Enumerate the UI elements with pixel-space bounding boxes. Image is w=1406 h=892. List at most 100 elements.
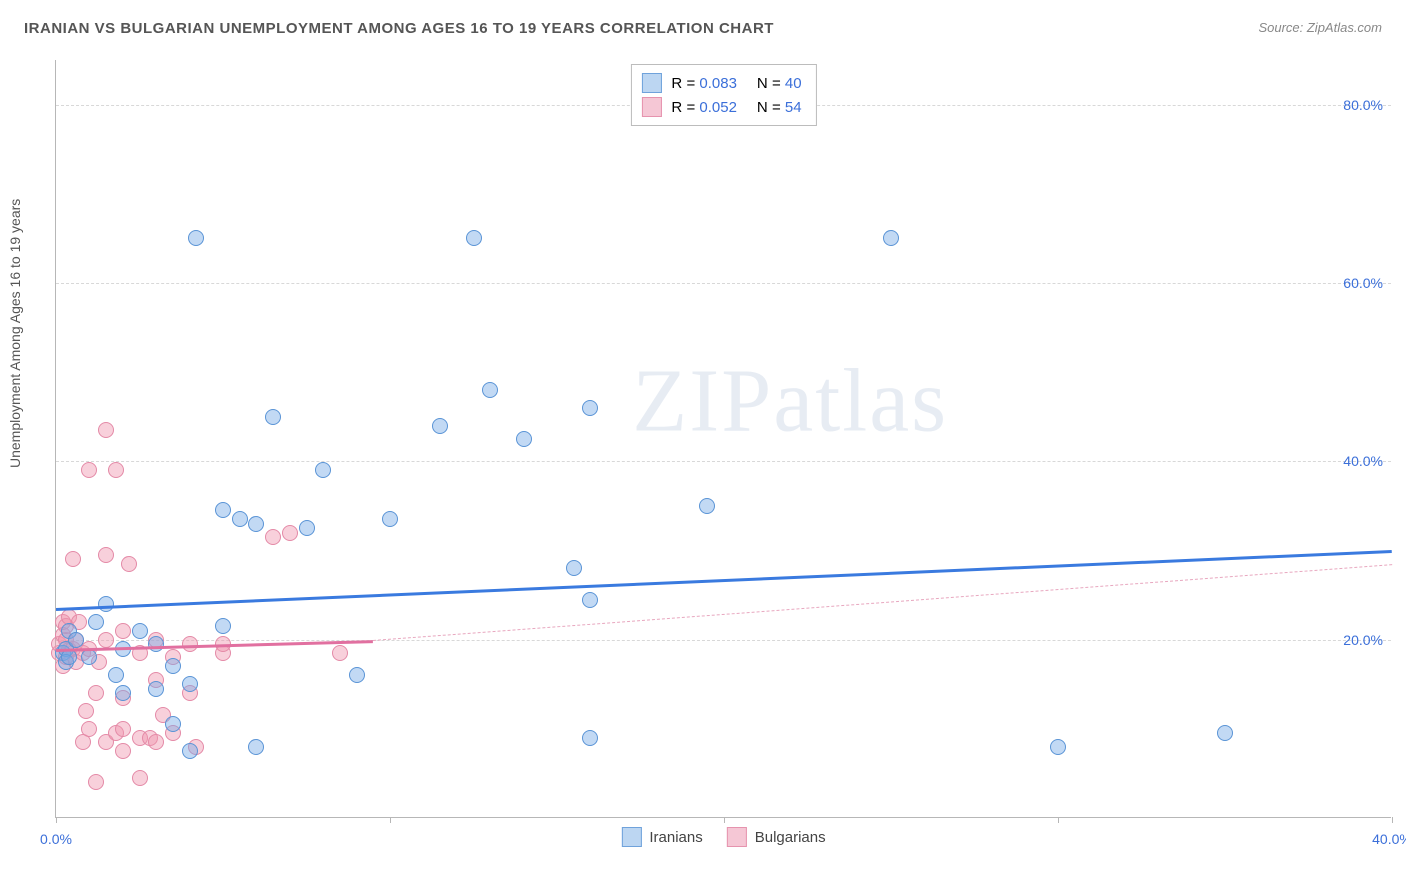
scatter-point <box>98 547 114 563</box>
x-tick-label: 40.0% <box>1372 831 1406 847</box>
r-value: 0.083 <box>699 75 737 92</box>
scatter-point <box>215 618 231 634</box>
scatter-point <box>65 551 81 567</box>
scatter-point <box>115 743 131 759</box>
scatter-point <box>1217 725 1233 741</box>
r-stat-bulgarians: R = 0.052 <box>671 99 737 116</box>
scatter-point <box>132 623 148 639</box>
eq-sign: = <box>772 75 781 92</box>
series-name-bulgarians: Bulgarians <box>755 829 826 846</box>
scatter-point <box>582 730 598 746</box>
scatter-point <box>121 556 137 572</box>
scatter-point <box>78 703 94 719</box>
scatter-point <box>232 511 248 527</box>
legend-item-iranians: Iranians <box>621 827 702 847</box>
scatter-point <box>349 667 365 683</box>
trendline-extrapolated <box>373 564 1392 641</box>
scatter-point <box>315 462 331 478</box>
scatter-point <box>248 739 264 755</box>
watermark-thin: atlas <box>773 351 948 450</box>
x-tick-label: 0.0% <box>40 831 72 847</box>
y-axis-label: Unemployment Among Ages 16 to 19 years <box>7 199 23 468</box>
scatter-point <box>61 649 77 665</box>
scatter-point <box>265 529 281 545</box>
scatter-point <box>215 502 231 518</box>
scatter-point <box>148 681 164 697</box>
n-stat-iranians: N = 40 <box>757 75 802 92</box>
n-label: N <box>757 99 768 116</box>
scatter-point <box>88 614 104 630</box>
n-label: N <box>757 75 768 92</box>
scatter-point <box>466 230 482 246</box>
scatter-point <box>115 721 131 737</box>
scatter-point <box>81 721 97 737</box>
scatter-point <box>182 743 198 759</box>
gridline-h <box>56 640 1391 641</box>
scatter-point <box>98 596 114 612</box>
scatter-point <box>248 516 264 532</box>
scatter-point <box>132 770 148 786</box>
scatter-point <box>108 667 124 683</box>
scatter-point <box>582 400 598 416</box>
scatter-point <box>115 623 131 639</box>
x-tick <box>1058 817 1059 823</box>
scatter-point <box>482 382 498 398</box>
scatter-point <box>148 734 164 750</box>
scatter-point <box>516 431 532 447</box>
y-tick-label: 60.0% <box>1343 275 1383 291</box>
n-stat-bulgarians: N = 54 <box>757 99 802 116</box>
watermark: ZIPatlas <box>632 349 948 452</box>
gridline-h <box>56 461 1391 462</box>
r-value: 0.052 <box>699 99 737 116</box>
r-label: R <box>671 99 682 116</box>
r-label: R <box>671 75 682 92</box>
source-prefix: Source: <box>1258 20 1306 35</box>
scatter-point <box>115 685 131 701</box>
series-name-iranians: Iranians <box>649 829 702 846</box>
stats-row-bulgarians: R = 0.052 N = 54 <box>641 95 801 119</box>
scatter-point <box>332 645 348 661</box>
source-name: ZipAtlas.com <box>1307 20 1382 35</box>
scatter-point <box>165 658 181 674</box>
scatter-point <box>68 632 84 648</box>
scatter-point <box>81 649 97 665</box>
stats-legend: R = 0.083 N = 40 R = 0.052 N <box>630 64 816 126</box>
scatter-point <box>165 716 181 732</box>
scatter-point <box>98 632 114 648</box>
scatter-point <box>188 230 204 246</box>
scatter-point <box>282 525 298 541</box>
source-attribution: Source: ZipAtlas.com <box>1258 20 1382 35</box>
eq-sign: = <box>686 99 695 116</box>
n-value: 54 <box>785 99 802 116</box>
trendline <box>56 550 1392 611</box>
series-legend: Iranians Bulgarians <box>621 827 825 847</box>
scatter-point <box>88 685 104 701</box>
legend-item-bulgarians: Bulgarians <box>727 827 826 847</box>
scatter-point <box>182 676 198 692</box>
swatch-bulgarians-bottom <box>727 827 747 847</box>
scatter-point <box>699 498 715 514</box>
scatter-point <box>108 462 124 478</box>
stats-row-iranians: R = 0.083 N = 40 <box>641 71 801 95</box>
chart-container: Unemployment Among Ages 16 to 19 years Z… <box>31 60 1391 880</box>
x-tick <box>56 817 57 823</box>
n-value: 40 <box>785 75 802 92</box>
eq-sign: = <box>686 75 695 92</box>
scatter-point <box>382 511 398 527</box>
r-stat-iranians: R = 0.083 <box>671 75 737 92</box>
scatter-point <box>299 520 315 536</box>
swatch-iranians <box>641 73 661 93</box>
scatter-point <box>265 409 281 425</box>
y-tick-label: 20.0% <box>1343 632 1383 648</box>
eq-sign: = <box>772 99 781 116</box>
watermark-bold: ZIP <box>632 351 773 450</box>
swatch-bulgarians <box>641 97 661 117</box>
scatter-point <box>98 422 114 438</box>
x-tick <box>1392 817 1393 823</box>
scatter-point <box>566 560 582 576</box>
x-tick <box>724 817 725 823</box>
swatch-iranians-bottom <box>621 827 641 847</box>
plot-area: ZIPatlas R = 0.083 N = 40 R <box>55 60 1391 818</box>
scatter-point <box>1050 739 1066 755</box>
scatter-point <box>582 592 598 608</box>
